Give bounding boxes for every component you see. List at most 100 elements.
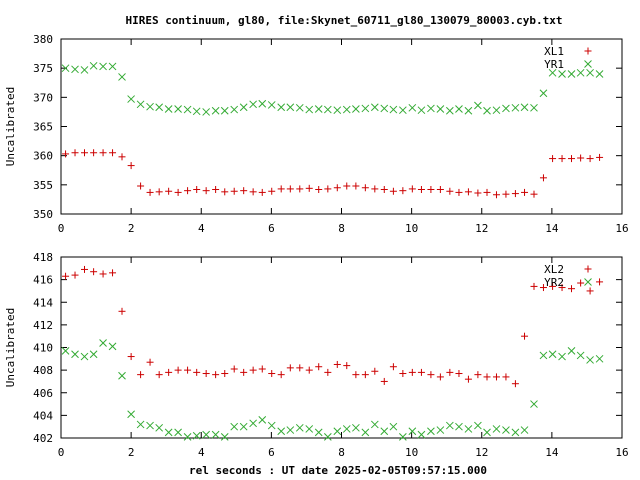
data-point — [361, 184, 369, 192]
data-point — [464, 106, 473, 115]
data-point — [118, 73, 126, 81]
data-point — [315, 186, 323, 193]
data-point — [576, 351, 585, 360]
x-tick-label: 2 — [128, 446, 135, 459]
data-point — [165, 187, 173, 195]
legend-marker — [584, 60, 592, 68]
data-point — [417, 106, 426, 115]
data-point — [146, 102, 154, 111]
data-point — [521, 332, 529, 340]
data-point — [492, 191, 500, 199]
legend-marker — [584, 47, 592, 55]
data-point — [399, 370, 407, 378]
data-point — [596, 153, 604, 161]
y-tick-label: 410 — [33, 342, 53, 355]
data-point — [202, 370, 210, 378]
data-point — [314, 105, 323, 113]
y-tick-label: 406 — [33, 387, 53, 400]
data-point — [464, 425, 473, 433]
data-point — [389, 363, 397, 371]
x-tick-label: 14 — [545, 446, 559, 459]
data-point — [417, 186, 425, 193]
data-point — [165, 368, 173, 376]
x-tick-label: 8 — [338, 222, 345, 235]
data-point — [230, 365, 238, 373]
legend-marker — [584, 265, 592, 273]
data-point — [427, 371, 435, 379]
data-point — [184, 366, 192, 374]
y-tick-label: 365 — [33, 121, 53, 134]
data-point — [436, 105, 445, 113]
data-point — [558, 284, 566, 292]
data-point — [99, 149, 107, 157]
data-point — [286, 364, 294, 372]
data-point — [323, 433, 332, 441]
data-point — [558, 155, 566, 163]
data-point — [492, 425, 501, 433]
data-point — [548, 350, 557, 359]
data-point — [474, 101, 482, 110]
data-point — [455, 422, 463, 431]
data-point — [586, 356, 594, 364]
data-point — [146, 188, 154, 196]
y-tick-label: 416 — [33, 274, 53, 287]
data-point — [305, 366, 313, 374]
data-point — [333, 360, 341, 368]
data-point — [417, 368, 425, 376]
series-XL1 — [62, 149, 604, 199]
chart-title: HIRES continuum, gl80, file:Skynet_60711… — [125, 14, 562, 27]
data-point — [445, 106, 454, 115]
data-point — [567, 347, 576, 355]
data-point — [389, 422, 398, 431]
y-tick-label: 402 — [33, 432, 53, 445]
data-point — [249, 366, 257, 374]
data-point — [399, 433, 407, 441]
data-point — [576, 68, 585, 77]
data-point — [164, 105, 173, 113]
data-point — [71, 65, 79, 74]
data-point — [343, 182, 351, 190]
data-point — [483, 373, 491, 381]
y-tick-label: 350 — [33, 208, 53, 221]
data-point — [436, 186, 444, 193]
data-point — [202, 187, 210, 195]
data-point — [596, 278, 604, 286]
data-point — [267, 101, 276, 109]
x-tick-label: 0 — [58, 222, 65, 235]
data-point — [155, 188, 163, 196]
data-point — [296, 185, 304, 193]
data-point — [370, 103, 379, 112]
legend-label: YR2 — [544, 276, 564, 289]
data-point — [586, 155, 594, 163]
data-point — [455, 188, 463, 196]
data-point — [342, 425, 351, 433]
data-point — [286, 185, 294, 193]
data-point — [436, 426, 445, 434]
data-point — [61, 347, 70, 355]
data-point — [408, 368, 416, 376]
data-point — [211, 106, 220, 115]
data-point — [352, 371, 360, 379]
y-axis-title: Uncalibrated — [4, 308, 17, 387]
data-point — [502, 190, 510, 198]
data-point — [146, 421, 154, 430]
data-point — [380, 104, 389, 113]
x-tick-label: 6 — [268, 446, 275, 459]
x-tick-label: 10 — [405, 222, 418, 235]
data-point — [258, 188, 266, 196]
series-YR2 — [61, 339, 604, 441]
data-point — [80, 265, 88, 273]
data-point — [118, 371, 126, 380]
data-point — [370, 420, 379, 429]
legend-marker — [584, 278, 592, 286]
data-point — [324, 368, 332, 376]
data-point — [240, 368, 248, 376]
data-point — [352, 182, 360, 190]
data-point — [305, 105, 314, 114]
data-point — [361, 371, 369, 379]
data-point — [192, 431, 201, 440]
data-point — [127, 95, 135, 103]
data-point — [164, 428, 173, 437]
data-point — [174, 105, 182, 113]
data-point — [109, 269, 117, 277]
